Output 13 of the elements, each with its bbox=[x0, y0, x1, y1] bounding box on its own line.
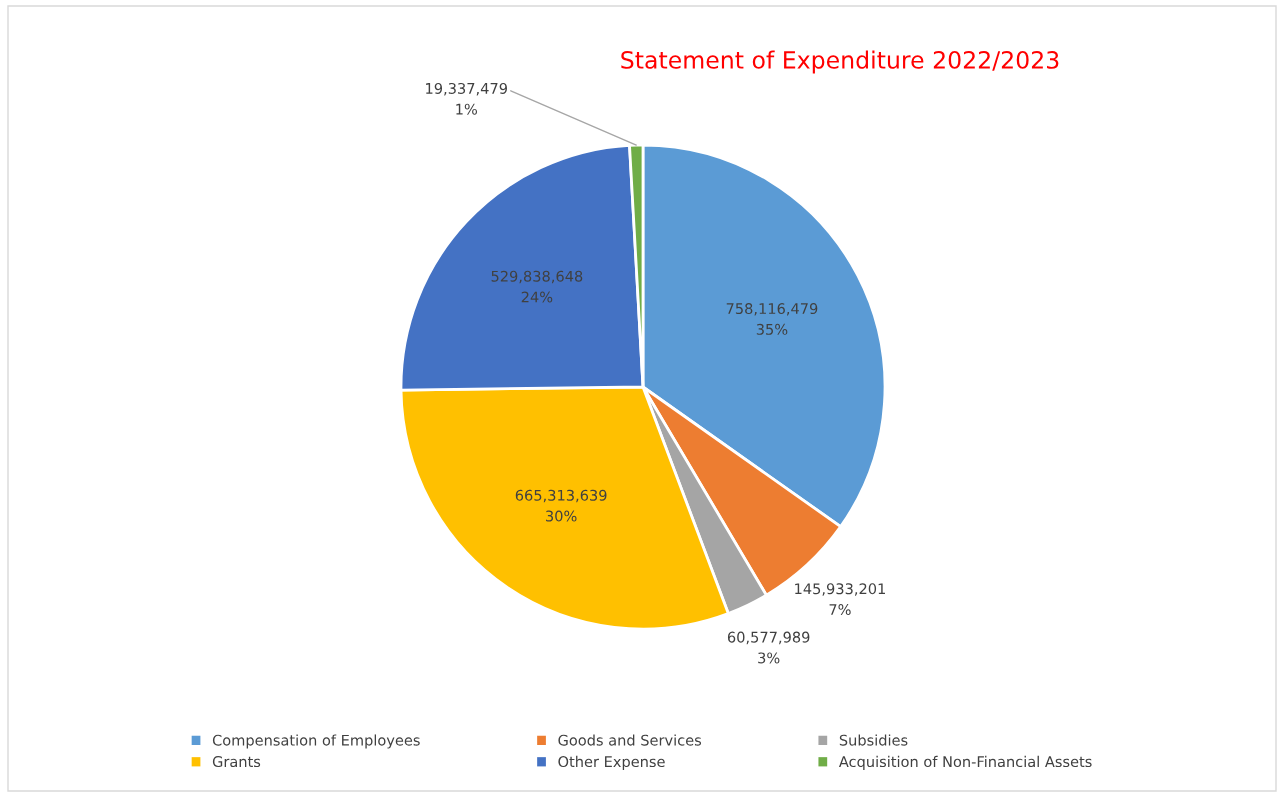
data-label: 665,313,639 30% bbox=[515, 489, 607, 522]
chart-title: Statement of Expenditure 2022/2023 bbox=[621, 50, 1059, 74]
legend-label: Acquisition of Non-Financial Assets bbox=[838, 755, 1092, 770]
data-label: 758,116,479 35% bbox=[726, 303, 818, 335]
data-label: 529,838,648 24% bbox=[491, 270, 583, 303]
data-label: 60,577,989 3% bbox=[727, 631, 810, 664]
legend-label: Subsidies bbox=[839, 734, 908, 746]
data-label: 145,933,201 7% bbox=[795, 583, 885, 616]
legend-label: Goods and Services bbox=[558, 734, 702, 746]
legend-label: Compensation of Employees bbox=[212, 734, 420, 749]
legend-label: Grants bbox=[212, 756, 261, 768]
data-label: 19,337,479 1% bbox=[426, 82, 507, 115]
legend-label: Other Expense bbox=[558, 755, 665, 770]
